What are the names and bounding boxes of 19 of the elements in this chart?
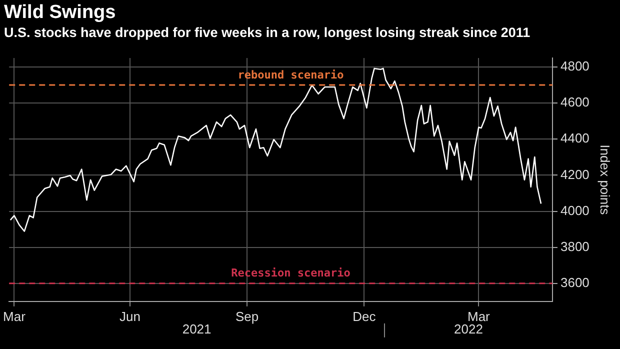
text: 2021 <box>182 321 212 336</box>
y-tick-label: 3600 <box>560 274 590 290</box>
y-axis-title: Index points <box>598 144 613 216</box>
text: 2022 <box>454 321 483 336</box>
y-tick-label: 4400 <box>560 130 590 146</box>
x-tick-label: Jun <box>120 308 140 324</box>
y-tick-label: 4200 <box>560 166 590 182</box>
y-tick-label: 4000 <box>560 202 590 218</box>
ref-line-label: Recession scenario <box>231 266 351 280</box>
x-tick-label: Mar <box>3 308 26 324</box>
x-tick-label: Mar <box>467 308 491 324</box>
chart-title: Wild Swings <box>3 1 117 24</box>
y-tick-label: 4800 <box>560 58 590 74</box>
chart-subtitle: U.S. stocks have dropped for five weeks in a row, longest losing streak since 2011 <box>3 24 532 40</box>
x-tick-label: Sep <box>236 308 259 324</box>
ref-line-label: rebound scenario <box>238 68 344 82</box>
y-tick-label: 3800 <box>560 238 590 254</box>
y-tick-label: 4600 <box>560 94 590 110</box>
x-tick-label: Dec <box>352 308 376 324</box>
